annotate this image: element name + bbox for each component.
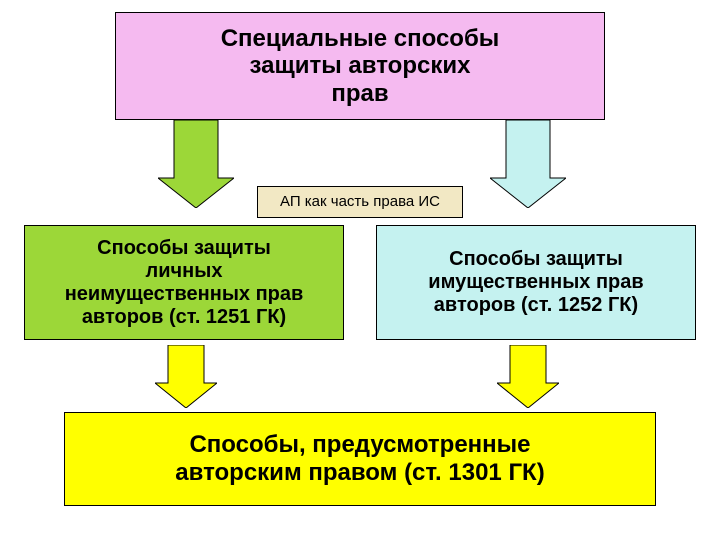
- line: авторов (ст. 1252 ГК): [434, 294, 638, 316]
- bottom-text: Способы, предусмотренные авторским право…: [175, 431, 544, 486]
- line: личных: [146, 260, 223, 282]
- top-title-text: Специальные способы защиты авторских пра…: [221, 25, 500, 108]
- arrow-right-to-bottom: [497, 345, 559, 408]
- left-box: Способы защиты личных неимущественных пр…: [24, 225, 344, 340]
- bottom-box: Способы, предусмотренные авторским право…: [64, 412, 656, 506]
- line: авторским правом (ст. 1301 ГК): [175, 459, 544, 486]
- line: Способы защиты: [449, 248, 623, 270]
- middle-label-text: АП как часть права ИС: [280, 193, 440, 210]
- right-box: Способы защиты имущественных прав авторо…: [376, 225, 696, 340]
- line: авторов (ст. 1251 ГК): [82, 306, 286, 328]
- line: Специальные способы: [221, 25, 500, 52]
- arrow-left-to-bottom: [155, 345, 217, 408]
- line: неимущественных прав: [65, 283, 304, 305]
- line: Способы защиты: [97, 237, 271, 259]
- arrow-top-to-right: [490, 120, 566, 208]
- right-text: Способы защиты имущественных прав авторо…: [428, 248, 643, 317]
- line: имущественных прав: [428, 271, 643, 293]
- left-text: Способы защиты личных неимущественных пр…: [65, 237, 304, 329]
- line: прав: [331, 80, 388, 107]
- line: Способы, предусмотренные: [189, 431, 530, 458]
- line: защиты авторских: [250, 52, 471, 79]
- arrow-top-to-left: [158, 120, 234, 208]
- top-title-box: Специальные способы защиты авторских пра…: [115, 12, 605, 120]
- middle-label-box: АП как часть права ИС: [257, 186, 463, 218]
